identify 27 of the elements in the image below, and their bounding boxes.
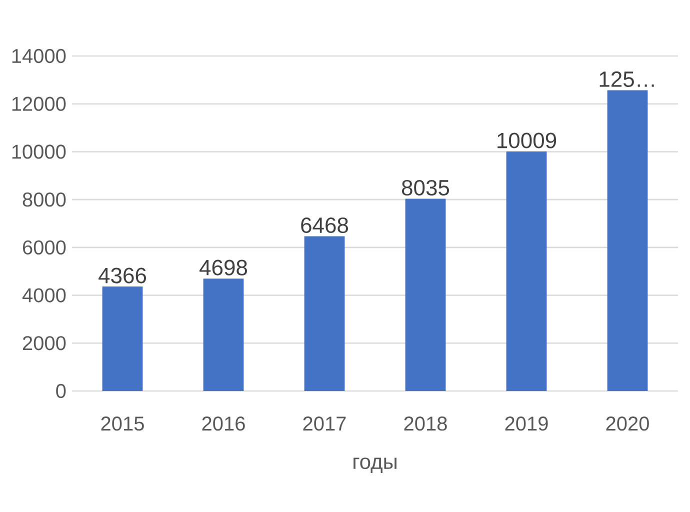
- x-tick-label: 2020: [606, 416, 649, 431]
- y-tick-label: 2000: [22, 336, 66, 350]
- bar: [304, 236, 345, 391]
- y-tick-label: 0: [56, 384, 66, 398]
- x-tick-label: 2016: [202, 416, 245, 431]
- x-tick-label: 2018: [404, 416, 447, 431]
- data-label: 8035: [402, 180, 450, 196]
- y-tick-label: 8000: [22, 192, 66, 207]
- bar: [607, 90, 648, 391]
- data-label: 4366: [98, 268, 146, 284]
- y-tick-label: 14000: [12, 48, 66, 64]
- y-tick-label: 6000: [22, 240, 66, 254]
- x-axis-title: годы: [354, 458, 396, 474]
- bar: [405, 198, 446, 391]
- y-tick-label: 12000: [12, 96, 66, 111]
- x-tick-label: 2019: [505, 416, 548, 431]
- data-label: 10009: [498, 132, 556, 148]
- y-tick-label: 4000: [22, 288, 66, 302]
- data-label: 125…: [600, 71, 654, 88]
- data-label: 4698: [200, 260, 248, 276]
- bar: [102, 286, 143, 391]
- x-tick-label: 2017: [303, 416, 346, 431]
- bar: [203, 278, 244, 391]
- data-label: 6468: [301, 217, 348, 234]
- y-tick-label: 10000: [12, 144, 66, 159]
- x-tick-label: 2015: [101, 416, 144, 431]
- bar: [506, 152, 547, 391]
